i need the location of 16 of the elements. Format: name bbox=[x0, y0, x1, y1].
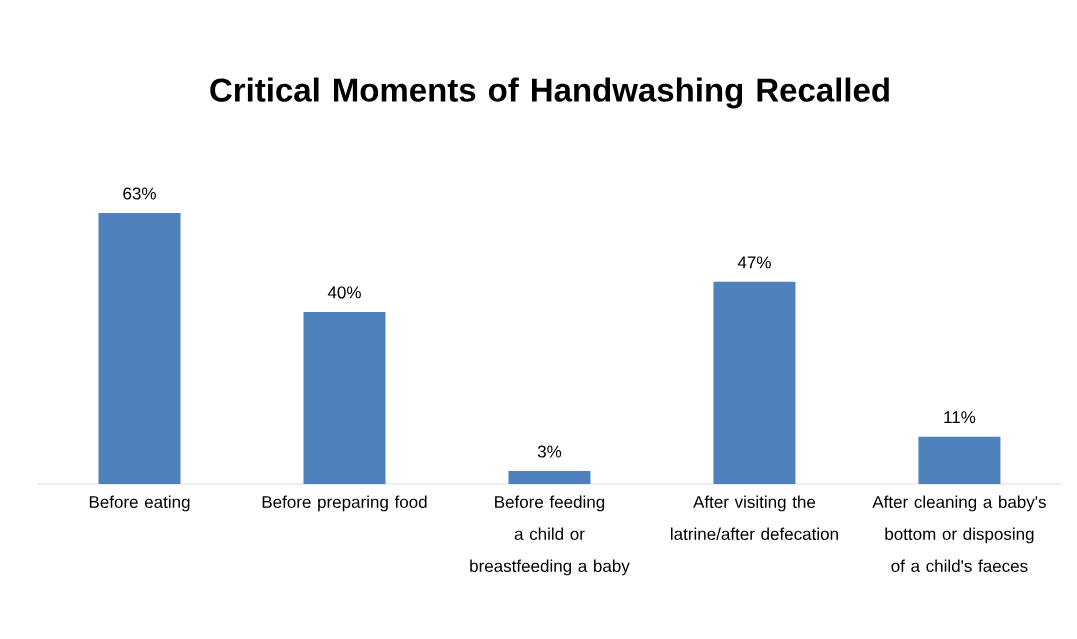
data-label: 47% bbox=[737, 256, 771, 269]
bar bbox=[918, 436, 1001, 484]
bar bbox=[98, 213, 181, 484]
bar bbox=[713, 281, 796, 484]
data-label: 11% bbox=[944, 411, 976, 424]
chart-title: Critical Moments of Handwashing Recalled bbox=[210, 77, 889, 109]
x-tick-label: After visiting the latrine/after defecation bbox=[671, 495, 838, 541]
data-label: 40% bbox=[327, 286, 361, 299]
x-tick-label: Before preparing food bbox=[262, 495, 427, 512]
bar bbox=[303, 311, 386, 484]
x-tick-label: Before eating bbox=[89, 495, 190, 512]
bar bbox=[508, 471, 591, 484]
x-tick-label: Before feeding a child or breastfeeding a baby bbox=[470, 495, 630, 576]
x-tick-label: After cleaning a baby's bottom or disposing of a child's faeces bbox=[872, 495, 1046, 573]
data-label: 63% bbox=[123, 187, 156, 200]
data-label: 3% bbox=[537, 445, 562, 458]
